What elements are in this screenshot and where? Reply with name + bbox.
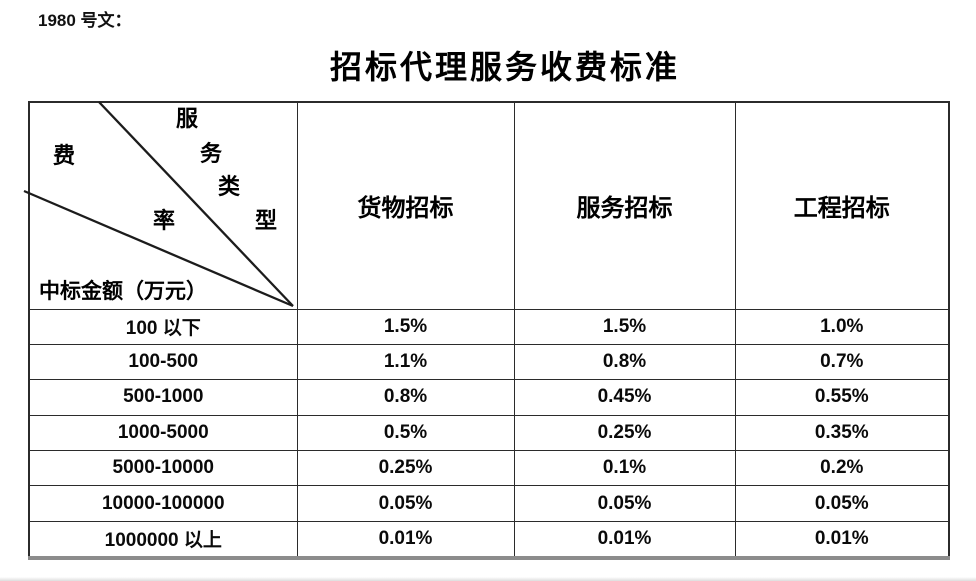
corner-char-service-1: 服 (176, 106, 199, 132)
table-header-row: 服 务 类 型 费 率 中标金额（万元） 货物招标 服务招标 工程招标 (23, 101, 950, 310)
value-cell: 0.5% (296, 414, 515, 452)
table-row: 100-500 1.1% 0.8% 0.7% (28, 343, 950, 381)
value-cell: 0.7% (734, 343, 950, 381)
corner-amount-label: 中标金额（万元） (39, 278, 207, 303)
table-row: 500-1000 0.8% 0.45% 0.55% (28, 379, 950, 416)
row-label: 500-1000 (28, 379, 298, 416)
table-row: 1000-5000 0.5% 0.25% 0.35% (28, 414, 950, 452)
corner-char-service-3: 类 (218, 174, 241, 200)
corner-char-rate-1: 费 (53, 143, 76, 169)
page-title: 招标代理服务收费标准 (329, 48, 680, 86)
value-cell: 0.55% (734, 379, 950, 416)
col-header-service: 服务招标 (513, 101, 736, 310)
value-cell: 0.01% (296, 520, 515, 558)
value-cell: 0.35% (734, 414, 950, 452)
table-bottom-shadow (28, 556, 950, 560)
table-row: 1000000 以上 0.01% 0.01% 0.01% (28, 520, 950, 558)
row-label: 10000-100000 (28, 485, 298, 522)
table-row: 10000-100000 0.05% 0.05% 0.05% (28, 485, 950, 522)
value-cell: 0.01% (734, 520, 950, 558)
value-cell: 1.5% (296, 308, 515, 345)
value-cell: 1.0% (734, 308, 950, 345)
corner-char-rate-2: 率 (153, 208, 176, 234)
doc-number: 1980 号文： (38, 11, 132, 30)
col-header-engineering: 工程招标 (734, 101, 950, 310)
row-label: 100 以下 (28, 308, 298, 345)
value-cell: 0.05% (513, 485, 736, 522)
col-header-goods: 货物招标 (296, 101, 515, 310)
value-cell: 0.2% (734, 450, 950, 487)
value-cell: 0.05% (296, 485, 515, 522)
corner-char-service-2: 务 (200, 141, 223, 167)
value-cell: 0.01% (513, 520, 736, 558)
value-cell: 0.05% (734, 485, 950, 522)
value-cell: 0.25% (513, 414, 736, 452)
value-cell: 0.8% (296, 379, 515, 416)
page-bottom-edge (0, 577, 976, 581)
table-row: 5000-10000 0.25% 0.1% 0.2% (28, 450, 950, 487)
row-label: 5000-10000 (28, 450, 298, 487)
table-row: 100 以下 1.5% 1.5% 1.0% (28, 308, 950, 345)
value-cell: 1.5% (513, 308, 736, 345)
value-cell: 0.1% (513, 450, 736, 487)
corner-char-service-4: 型 (255, 208, 278, 234)
header-diagonal-lines-icon (23, 101, 294, 308)
fee-standard-table: 服 务 类 型 费 率 中标金额（万元） 货物招标 服务招标 工程招标 100 … (23, 101, 950, 558)
corner-header-cell: 服 务 类 型 费 率 中标金额（万元） (23, 101, 298, 310)
row-label: 1000000 以上 (28, 520, 298, 558)
row-label: 100-500 (28, 343, 298, 381)
value-cell: 1.1% (296, 343, 515, 381)
row-label: 1000-5000 (28, 414, 298, 452)
value-cell: 0.45% (513, 379, 736, 416)
value-cell: 0.8% (513, 343, 736, 381)
value-cell: 0.25% (296, 450, 515, 487)
